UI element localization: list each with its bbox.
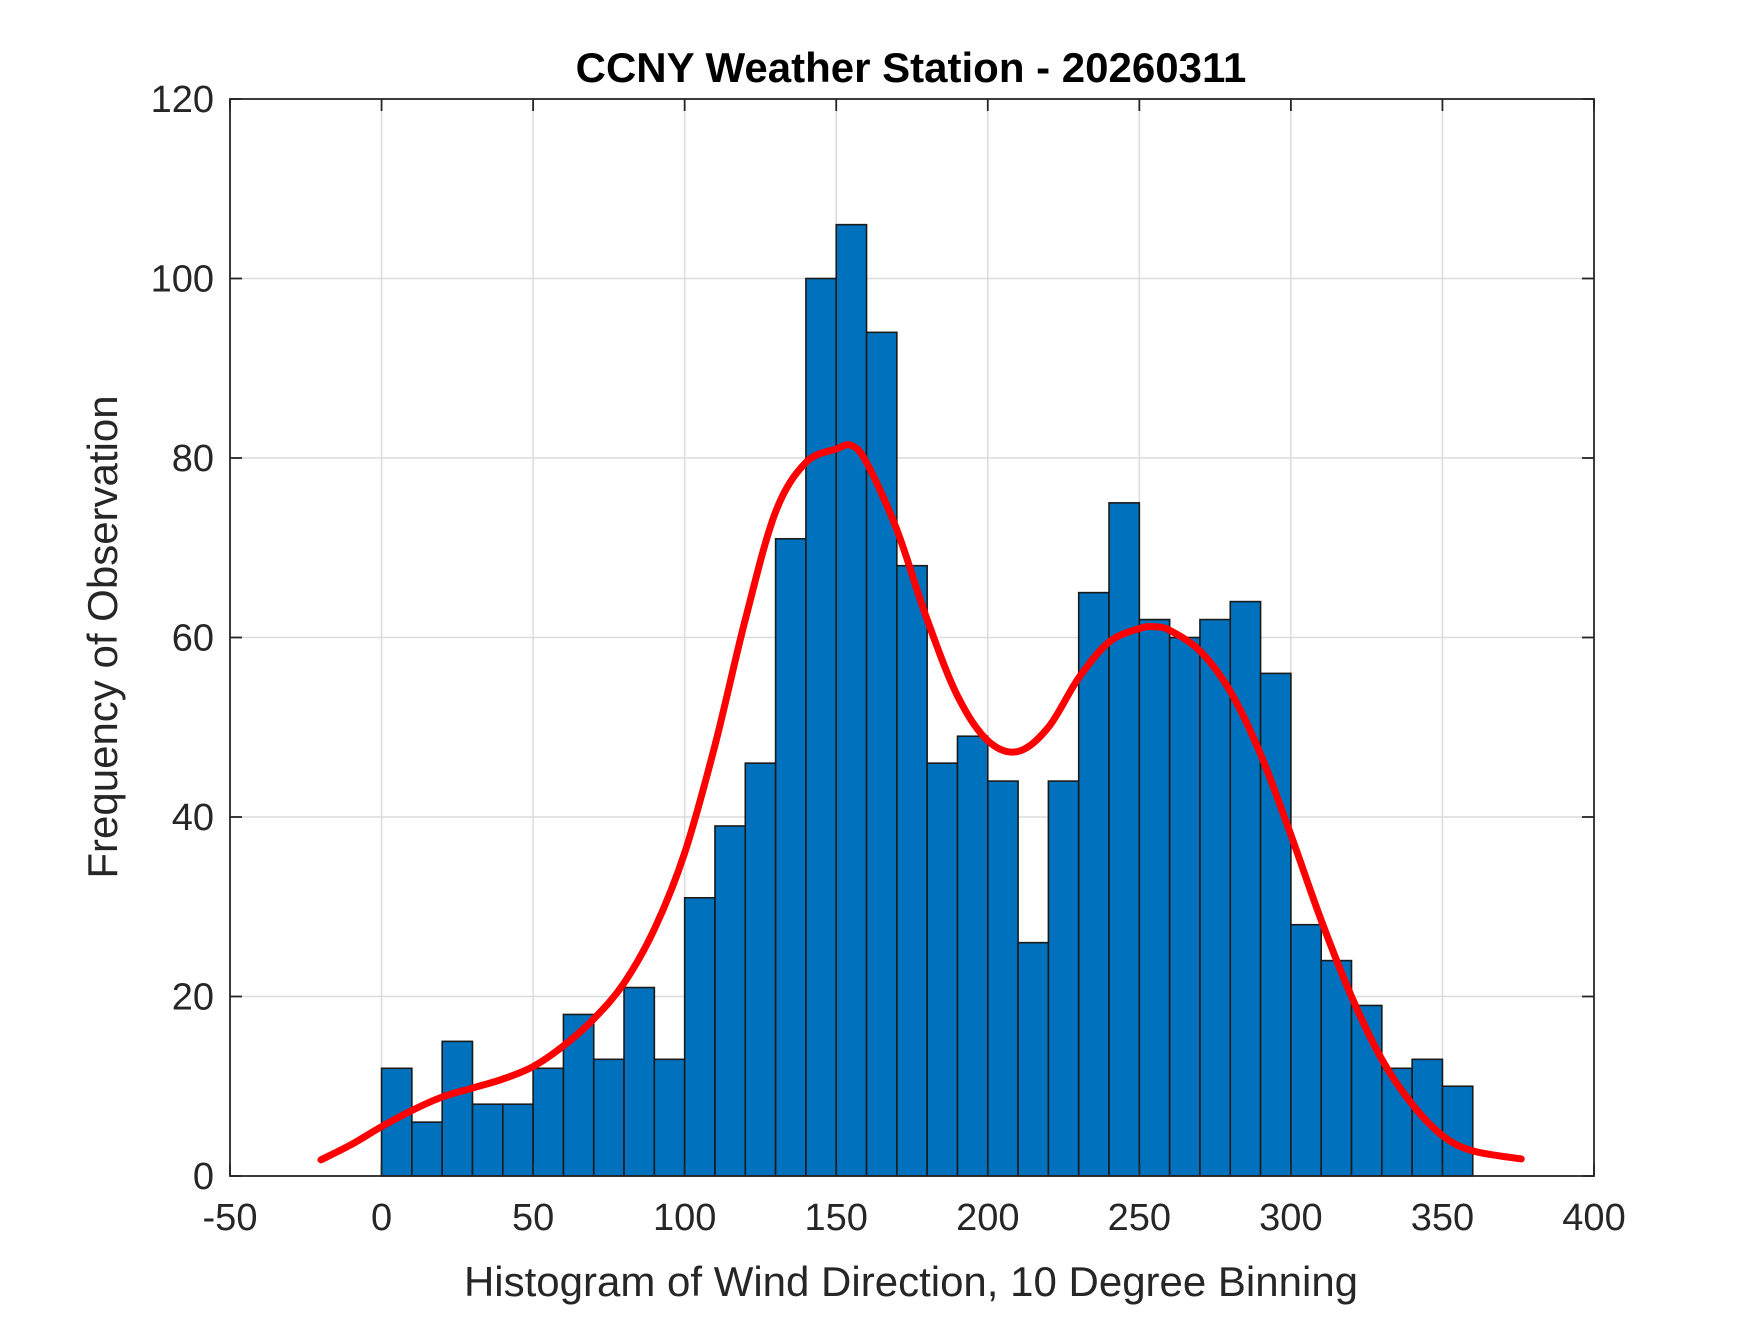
y-tick-label-60: 60 xyxy=(172,618,214,660)
y-tick-label-20: 20 xyxy=(172,977,214,1019)
x-tick-label--50: -50 xyxy=(203,1197,258,1239)
bar-20 xyxy=(441,1040,474,1177)
bar-70 xyxy=(592,1058,625,1177)
bar-50 xyxy=(532,1067,565,1177)
y-tick-label-100: 100 xyxy=(151,259,214,301)
density-curve xyxy=(317,441,1525,1164)
bar-30 xyxy=(471,1103,504,1177)
bar-280 xyxy=(1229,600,1262,1177)
bar-220 xyxy=(1047,780,1080,1177)
x-tick-label-100: 100 xyxy=(653,1197,716,1239)
bar-300 xyxy=(1290,923,1323,1177)
bar-150 xyxy=(835,223,868,1177)
y-tick-label-40: 40 xyxy=(172,797,214,839)
bar-120 xyxy=(744,762,777,1177)
bar-180 xyxy=(926,762,959,1177)
bar-250 xyxy=(1138,618,1171,1177)
chart-title: CCNY Weather Station - 20260311 xyxy=(576,44,1247,91)
bar-160 xyxy=(865,331,898,1177)
bar-350 xyxy=(1441,1085,1474,1177)
tick-labels: -50 0 50 100 150 200 250 300 350 4000204060801001… xyxy=(151,79,1626,1239)
x-tick-label-150: 150 xyxy=(805,1197,868,1239)
axes xyxy=(229,98,1595,1177)
bar-210 xyxy=(1017,941,1050,1177)
bar-260 xyxy=(1168,636,1201,1177)
bar-170 xyxy=(896,564,928,1177)
bar-190 xyxy=(956,735,989,1177)
y-tick-label-80: 80 xyxy=(172,438,214,480)
x-tick-label-400: 400 xyxy=(1562,1197,1625,1239)
x-tick-label-200: 200 xyxy=(956,1197,1019,1239)
x-tick-label-250: 250 xyxy=(1108,1197,1171,1239)
y-axis-label: Frequency of Observation xyxy=(79,395,126,878)
density-curve-layer xyxy=(317,441,1525,1164)
bar-90 xyxy=(653,1058,686,1177)
bar-310 xyxy=(1320,959,1353,1177)
bar-10 xyxy=(411,1121,443,1177)
x-axis-label: Histogram of Wind Direction, 10 Degree B… xyxy=(464,1258,1358,1305)
bar-130 xyxy=(774,537,807,1177)
bar-240 xyxy=(1108,502,1141,1177)
bar-140 xyxy=(805,277,838,1177)
x-tick-label-350: 350 xyxy=(1411,1197,1474,1239)
histogram-bars xyxy=(380,223,1474,1177)
x-tick-label-50: 50 xyxy=(512,1197,554,1239)
y-tick-label-120: 120 xyxy=(151,79,214,121)
bar-290 xyxy=(1259,672,1292,1177)
bar-40 xyxy=(501,1103,534,1177)
bar-230 xyxy=(1077,591,1110,1177)
bar-270 xyxy=(1199,618,1232,1177)
x-tick-label-0: 0 xyxy=(371,1197,392,1239)
bar-80 xyxy=(623,986,656,1177)
bar-200 xyxy=(986,780,1019,1177)
bar-100 xyxy=(683,896,716,1177)
x-tick-label-300: 300 xyxy=(1259,1197,1322,1239)
bar-110 xyxy=(714,825,747,1177)
y-tick-label-0: 0 xyxy=(193,1156,214,1198)
